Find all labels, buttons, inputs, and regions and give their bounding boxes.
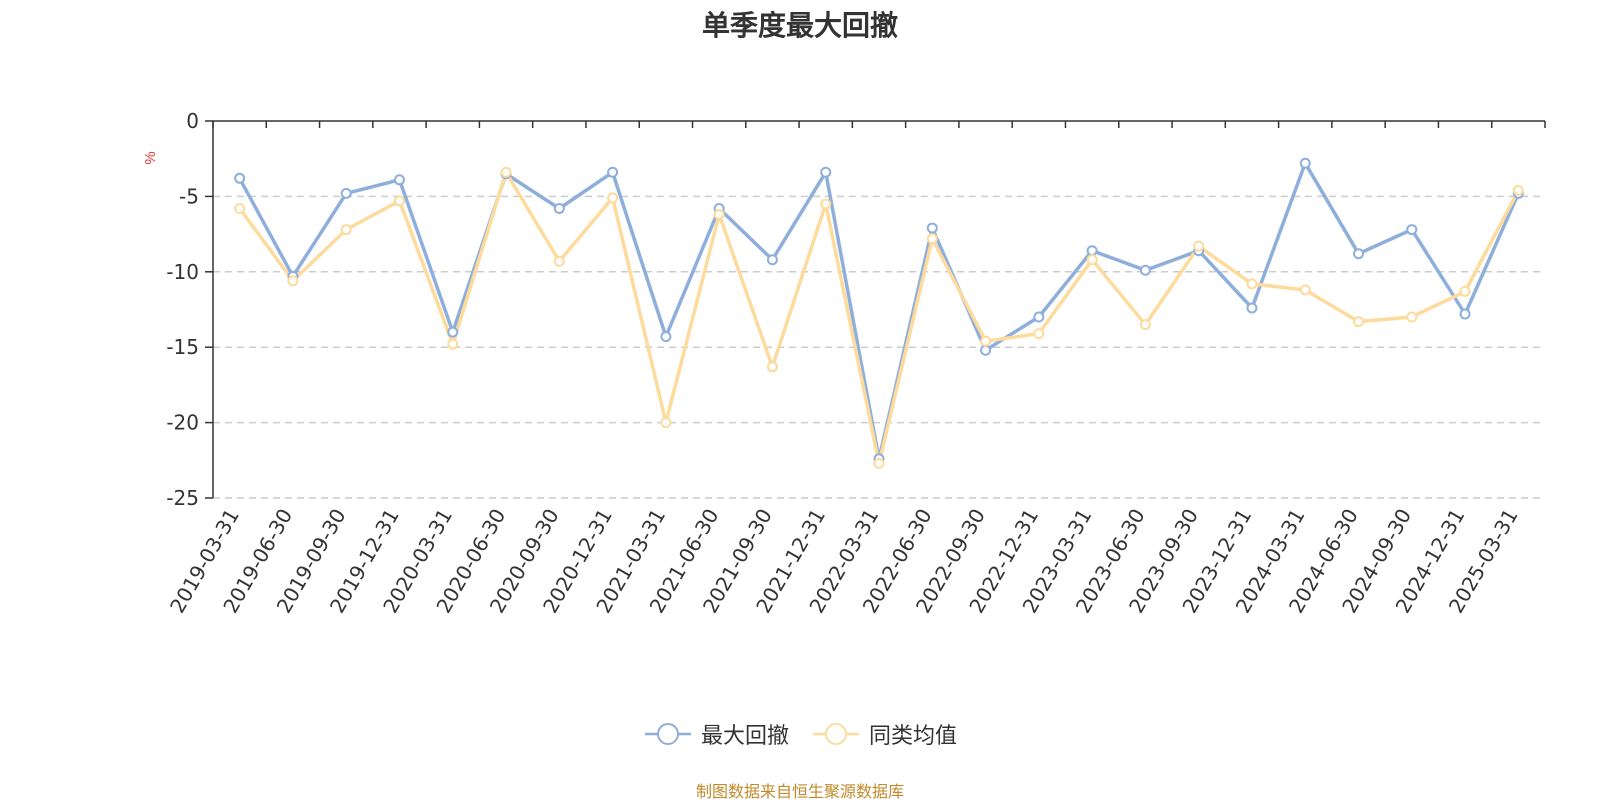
data-point[interactable]	[766, 254, 778, 266]
data-point[interactable]	[766, 361, 778, 373]
data-point[interactable]	[660, 331, 672, 343]
data-point[interactable]	[660, 417, 672, 429]
data-point[interactable]	[1299, 284, 1311, 296]
data-point[interactable]	[1353, 248, 1365, 260]
legend-marker-icon	[813, 723, 859, 745]
legend-marker-icon	[644, 723, 691, 745]
legend-label: 最大回撤	[700, 724, 789, 749]
data-point[interactable]	[926, 222, 938, 234]
data-point[interactable]	[234, 202, 246, 214]
data-point[interactable]	[234, 172, 246, 184]
data-point[interactable]	[553, 202, 565, 214]
data-point[interactable]	[1033, 311, 1045, 323]
data-point[interactable]	[447, 326, 459, 338]
y-tick-label: -15	[166, 335, 199, 359]
data-point[interactable]	[980, 335, 992, 347]
series-line-0	[238, 161, 1521, 461]
data-point[interactable]	[393, 195, 405, 207]
data-point[interactable]	[447, 338, 459, 350]
data-point[interactable]	[980, 344, 992, 356]
data-point[interactable]	[1299, 157, 1311, 169]
data-point[interactable]	[340, 224, 352, 236]
data-point[interactable]	[553, 255, 565, 267]
y-axis-unit-label: %	[142, 151, 159, 164]
y-tick-label: -10	[166, 260, 199, 284]
data-point[interactable]	[1406, 311, 1418, 323]
data-point[interactable]	[1459, 308, 1471, 320]
data-point[interactable]	[1193, 240, 1205, 252]
data-point[interactable]	[713, 208, 725, 220]
y-tick-label: 0	[186, 109, 199, 133]
data-point[interactable]	[1353, 316, 1365, 328]
data-point[interactable]	[393, 174, 405, 186]
legend-label: 同类均值	[869, 724, 958, 749]
data-point[interactable]	[1459, 285, 1471, 297]
data-point[interactable]	[607, 192, 619, 204]
data-point[interactable]	[340, 187, 352, 199]
data-point[interactable]	[873, 457, 885, 469]
y-tick-label: -25	[166, 486, 199, 510]
y-tick-label: -5	[179, 184, 199, 208]
data-point[interactable]	[500, 166, 512, 178]
data-point[interactable]	[607, 166, 619, 178]
data-point[interactable]	[820, 198, 832, 210]
data-point[interactable]	[1246, 278, 1258, 290]
legend: 最大回撤 同类均值	[0, 718, 1600, 750]
data-point[interactable]	[820, 166, 832, 178]
data-points	[234, 157, 1524, 469]
data-point[interactable]	[926, 233, 938, 245]
data-point[interactable]	[1406, 224, 1418, 236]
data-point[interactable]	[1139, 319, 1151, 331]
data-point[interactable]	[1086, 254, 1098, 266]
series-lines	[238, 161, 1521, 466]
data-point[interactable]	[287, 275, 299, 287]
data-point[interactable]	[1139, 264, 1151, 276]
data-point[interactable]	[1086, 245, 1098, 257]
legend-item[interactable]: 最大回撤	[643, 718, 789, 750]
y-tick-label: -20	[166, 411, 199, 435]
data-point[interactable]	[1033, 328, 1045, 340]
data-point[interactable]	[1512, 184, 1524, 196]
series-line-1	[238, 170, 1520, 466]
data-point[interactable]	[1246, 302, 1258, 314]
source-note: 制图数据来自恒生聚源数据库	[695, 782, 904, 801]
chart-title: 单季度最大回撤	[701, 9, 898, 42]
legend-item[interactable]: 同类均值	[811, 718, 957, 750]
